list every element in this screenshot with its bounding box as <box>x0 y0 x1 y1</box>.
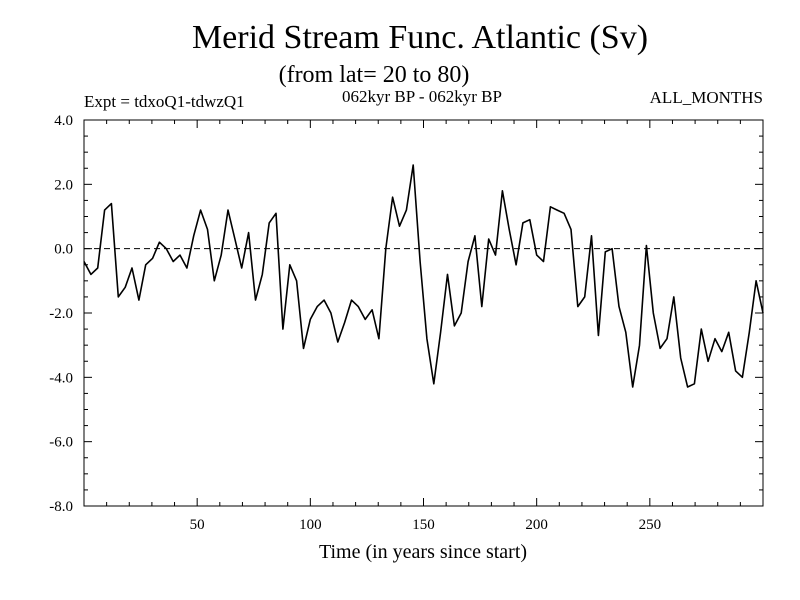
plot-frame <box>83 119 764 507</box>
period-label: 062kyr BP - 062kyr BP <box>342 87 502 106</box>
x-tick-label: 100 <box>299 517 322 533</box>
series-line <box>83 164 764 388</box>
months-label: ALL_MONTHS <box>650 88 763 107</box>
y-tick-label: -4.0 <box>49 370 73 386</box>
chart-title: Merid Stream Func. Atlantic (Sv) <box>192 19 648 56</box>
ticks-layer <box>84 119 763 507</box>
x-tick-label: 200 <box>525 517 548 533</box>
y-tick-label: -6.0 <box>49 435 73 451</box>
x-tick-label: 150 <box>412 517 435 533</box>
y-tick-label: -2.0 <box>49 306 73 322</box>
y-tick-label: 2.0 <box>54 177 73 193</box>
series-layer <box>83 164 764 388</box>
experiment-label: Expt = tdxoQ1-tdwzQ1 <box>84 92 245 111</box>
x-axis-label: Time (in years since start) <box>319 541 527 563</box>
y-tick-label: -8.0 <box>49 499 73 515</box>
y-tick-label: 0.0 <box>54 242 73 258</box>
y-tick-label: 4.0 <box>54 113 73 129</box>
chart-subtitle: (from lat= 20 to 80) <box>279 62 470 88</box>
x-tick-label: 50 <box>190 517 205 533</box>
tick-labels-layer: 50 100 150 200 250 -8.0 -6.0 -4.0 -2.0 0.0 2.0 4.0 <box>49 113 661 533</box>
x-tick-label: 250 <box>639 517 662 533</box>
